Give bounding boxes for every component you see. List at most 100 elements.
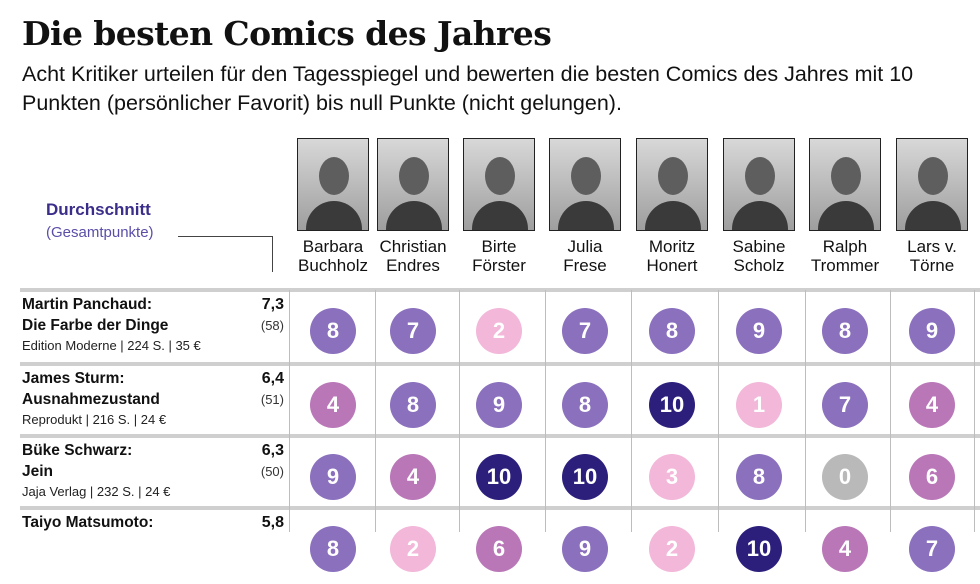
critic-name: Barbara Buchholz xyxy=(293,237,373,275)
critic-photo-body xyxy=(645,201,701,230)
column-divider xyxy=(545,290,546,532)
critic-photo xyxy=(297,138,369,231)
score-circle: 7 xyxy=(390,307,436,354)
book-author: James Sturm: xyxy=(22,370,125,387)
score-circle: 7 xyxy=(562,307,608,354)
critic-photo xyxy=(636,138,708,231)
score-circle: 8 xyxy=(390,381,436,428)
score-circle: 10 xyxy=(562,453,608,500)
book-info: Martin Panchaud: Die Farbe der Dinge Editi… xyxy=(22,294,290,366)
score-circle: 2 xyxy=(649,525,695,572)
critic-column: Moritz Honert xyxy=(632,138,712,275)
column-divider xyxy=(974,290,975,532)
critic-first-name: Julia xyxy=(567,237,603,256)
average-leader-line xyxy=(178,236,272,237)
score-circle: 3 xyxy=(649,453,695,500)
average-leader-line-vertical xyxy=(272,236,273,272)
score-circle: 9 xyxy=(562,525,608,572)
critic-photo-body xyxy=(732,201,788,230)
score-circle: 8 xyxy=(562,381,608,428)
critic-name: Lars v. Törne xyxy=(892,237,972,275)
critic-last-name: Frese xyxy=(563,256,607,275)
score-circle: 10 xyxy=(649,381,695,428)
score-circle: 8 xyxy=(310,525,356,572)
column-divider xyxy=(375,290,376,532)
score-circle: 10 xyxy=(736,525,782,572)
chart-subtitle: Acht Kritiker urteilen für den Tagesspie… xyxy=(22,62,914,115)
critic-photo xyxy=(723,138,795,231)
total-points: (58) xyxy=(260,318,284,333)
critic-photo-head xyxy=(745,157,775,195)
critic-photo xyxy=(896,138,968,231)
column-divider xyxy=(289,290,290,532)
critic-column: Barbara Buchholz xyxy=(293,138,373,275)
book-author: Taiyo Matsumoto: xyxy=(22,514,154,531)
score-circle: 0 xyxy=(822,453,868,500)
critic-column: Lars v. Törne xyxy=(892,138,972,275)
column-divider xyxy=(631,290,632,532)
critic-last-name: Trommer xyxy=(810,256,880,275)
critic-photo-head xyxy=(658,157,688,195)
score-circle: 7 xyxy=(909,525,955,572)
critic-photo-head xyxy=(571,157,601,195)
critic-photo-body xyxy=(306,201,362,230)
book-info: James Sturm: Ausnahmezustand Reprodukt | 2… xyxy=(22,368,290,440)
critic-last-name: Honert xyxy=(646,256,698,275)
score-circle: 9 xyxy=(736,307,782,354)
critic-photo-body xyxy=(386,201,442,230)
critic-first-name: Moritz xyxy=(648,237,696,256)
critic-column: Christian Endres xyxy=(373,138,453,275)
critic-first-name: Christian xyxy=(379,237,447,256)
score-circle: 4 xyxy=(909,381,955,428)
critic-column: Julia Frese xyxy=(545,138,625,275)
critic-photo-head xyxy=(918,157,948,195)
score-circle: 9 xyxy=(310,453,356,500)
average-sublabel: (Gesamtpunkte) xyxy=(46,224,154,241)
book-author: Büke Schwarz: xyxy=(22,442,133,459)
critic-column: Ralph Trommer xyxy=(805,138,885,275)
average-score: 5,8 xyxy=(261,514,284,531)
score-circle: 6 xyxy=(909,453,955,500)
score-circle: 9 xyxy=(476,381,522,428)
critic-photo-body xyxy=(558,201,614,230)
critic-first-name: Sabine xyxy=(732,237,786,256)
critic-last-name: Förster xyxy=(472,256,526,275)
chart-title: Die besten Comics des Jahres xyxy=(22,14,552,53)
score-circle: 8 xyxy=(736,453,782,500)
critic-photo-body xyxy=(472,201,528,230)
book-info: Büke Schwarz: Jein Jaja Verlag | 232 S. | … xyxy=(22,440,290,512)
row-separator xyxy=(20,434,980,438)
score-circle: 8 xyxy=(649,307,695,354)
critic-last-name: Endres xyxy=(386,256,440,275)
critic-name: Julia Frese xyxy=(545,237,625,275)
average-score: 6,3 xyxy=(261,442,284,459)
book-author: Martin Panchaud: xyxy=(22,296,153,313)
book-title: Jein xyxy=(22,463,54,480)
average-label: Durchschnitt xyxy=(46,200,151,219)
score-circle: 2 xyxy=(390,525,436,572)
critic-column: Sabine Scholz xyxy=(719,138,799,275)
critic-first-name: Ralph xyxy=(822,237,868,256)
total-points: (51) xyxy=(260,392,284,407)
critic-last-name: Buchholz xyxy=(298,256,368,275)
critic-photo xyxy=(377,138,449,231)
score-circle: 4 xyxy=(822,525,868,572)
critic-photo-body xyxy=(905,201,961,230)
critic-photo xyxy=(809,138,881,231)
score-circle: 8 xyxy=(822,307,868,354)
critic-name: Christian Endres xyxy=(373,237,453,275)
column-divider xyxy=(718,290,719,532)
average-score: 7,3 xyxy=(261,296,284,313)
column-divider xyxy=(459,290,460,532)
book-publisher: Jaja Verlag | 232 S. | 24 € xyxy=(22,484,171,499)
score-circle: 4 xyxy=(310,381,356,428)
critic-first-name: Barbara xyxy=(302,237,364,256)
critic-name: Ralph Trommer xyxy=(805,237,885,275)
score-circle: 1 xyxy=(736,381,782,428)
critic-last-name: Törne xyxy=(909,256,955,275)
column-divider xyxy=(890,290,891,532)
critic-column: Birte Förster xyxy=(459,138,539,275)
book-title: Die Farbe der Dinge xyxy=(22,317,169,334)
score-circle: 4 xyxy=(390,453,436,500)
row-separator xyxy=(20,506,980,510)
